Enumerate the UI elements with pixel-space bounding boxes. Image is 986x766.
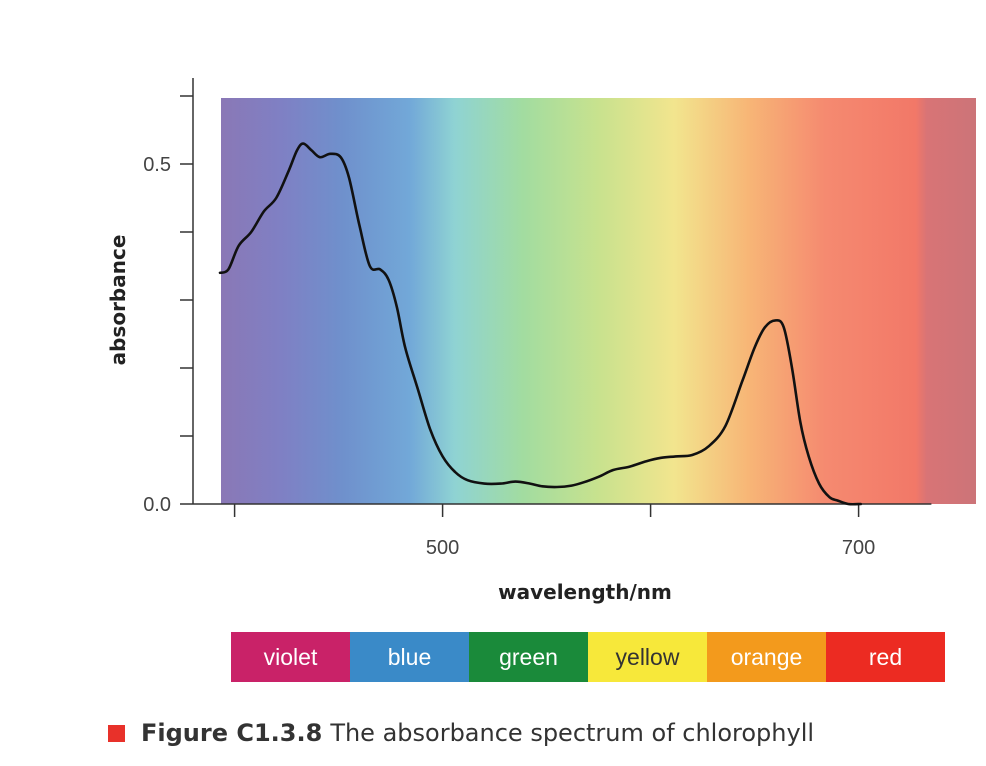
x-tick-label: 700	[842, 537, 875, 559]
band-red: red	[826, 632, 945, 682]
figure-caption: Figure C1.3.8 The absorbance spectrum of…	[108, 713, 814, 753]
caption-marker-icon	[108, 724, 125, 742]
band-yellow: yellow	[588, 632, 707, 682]
band-blue: blue	[350, 632, 469, 682]
caption-text: The absorbance spectrum of chlorophyll	[330, 719, 815, 747]
band-violet: violet	[231, 632, 350, 682]
band-orange: orange	[707, 632, 826, 682]
y-tick-label: 0.5	[143, 154, 171, 176]
y-tick-label: 0.0	[143, 494, 171, 516]
spectrum-background	[221, 98, 976, 504]
figure-number: Figure C1.3.8	[141, 719, 323, 747]
axes: 500 700 0.0 0.5	[143, 78, 932, 559]
x-axis-title: wavelength/nm	[498, 580, 672, 604]
x-tick-label: 500	[426, 537, 459, 559]
absorbance-line	[218, 142, 862, 506]
color-band-strip: violet blue green yellow orange red	[231, 632, 945, 682]
y-axis-title: absorbance	[106, 235, 130, 366]
band-green: green	[469, 632, 588, 682]
